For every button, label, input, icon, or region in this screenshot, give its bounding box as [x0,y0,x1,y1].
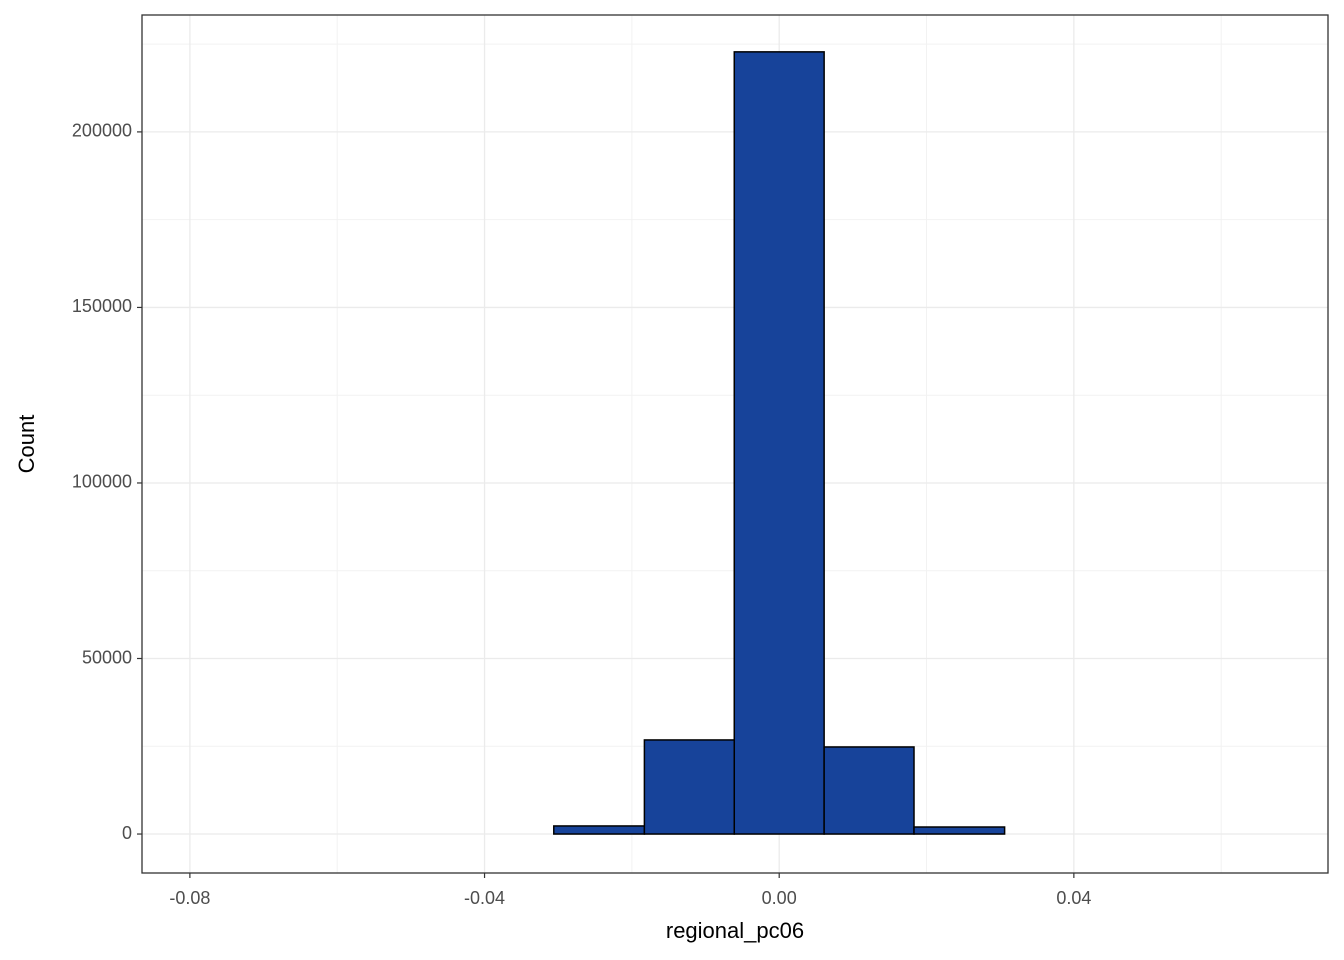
y-tick-label: 100000 [72,472,132,492]
y-tick-label: 150000 [72,296,132,316]
bar [823,746,915,835]
x-tick-label: 0.00 [762,888,797,908]
bar [913,826,1006,835]
bar [733,51,825,835]
x-axis-title: regional_pc06 [666,918,804,943]
y-tick-label: 200000 [72,121,132,141]
x-tick-label: 0.04 [1056,888,1091,908]
y-tick-label: 0 [122,823,132,843]
x-tick-label: -0.04 [464,888,505,908]
y-tick-label: 50000 [82,647,132,667]
y-axis-title: Count [14,415,39,474]
x-tick-label: -0.08 [169,888,210,908]
bar [643,739,736,835]
panel-border [141,14,1329,874]
bar [553,825,646,835]
